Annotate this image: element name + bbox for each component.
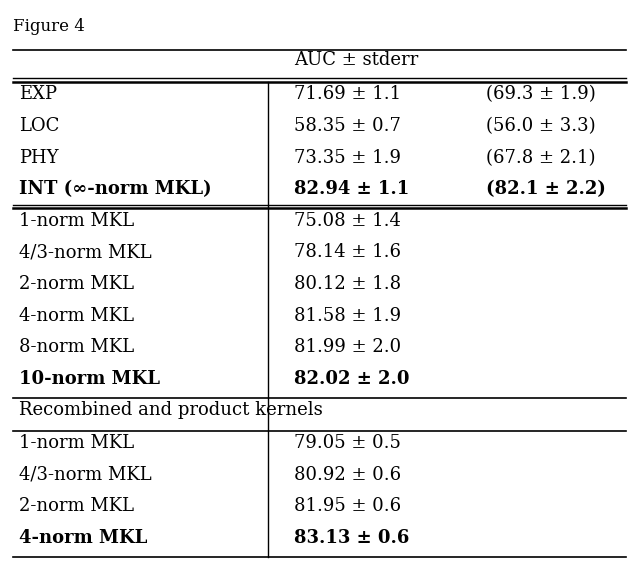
- Text: LOC: LOC: [19, 117, 60, 135]
- Text: 80.92 ± 0.6: 80.92 ± 0.6: [294, 466, 401, 484]
- Text: 73.35 ± 1.9: 73.35 ± 1.9: [294, 149, 401, 167]
- Text: 2-norm MKL: 2-norm MKL: [19, 275, 134, 293]
- Text: EXP: EXP: [19, 85, 57, 104]
- Text: 71.69 ± 1.1: 71.69 ± 1.1: [294, 85, 401, 104]
- Text: Figure 4: Figure 4: [13, 18, 84, 35]
- Text: (67.8 ± 2.1): (67.8 ± 2.1): [486, 149, 595, 167]
- Text: 4-norm MKL: 4-norm MKL: [19, 307, 134, 325]
- Text: PHY: PHY: [19, 149, 59, 167]
- Text: 1-norm MKL: 1-norm MKL: [19, 434, 134, 452]
- Text: (69.3 ± 1.9): (69.3 ± 1.9): [486, 85, 595, 104]
- Text: 79.05 ± 0.5: 79.05 ± 0.5: [294, 434, 401, 452]
- Text: 8-norm MKL: 8-norm MKL: [19, 338, 134, 356]
- Text: (56.0 ± 3.3): (56.0 ± 3.3): [486, 117, 595, 135]
- Text: 10-norm MKL: 10-norm MKL: [19, 370, 160, 388]
- Text: 83.13 ± 0.6: 83.13 ± 0.6: [294, 529, 410, 547]
- Text: 80.12 ± 1.8: 80.12 ± 1.8: [294, 275, 401, 293]
- Text: 2-norm MKL: 2-norm MKL: [19, 497, 134, 515]
- Text: 1-norm MKL: 1-norm MKL: [19, 212, 134, 230]
- Text: AUC ± stderr: AUC ± stderr: [294, 51, 419, 70]
- Text: Recombined and product kernels: Recombined and product kernels: [19, 401, 323, 419]
- Text: 78.14 ± 1.6: 78.14 ± 1.6: [294, 243, 401, 261]
- Text: 81.99 ± 2.0: 81.99 ± 2.0: [294, 338, 401, 356]
- Text: (82.1 ± 2.2): (82.1 ± 2.2): [486, 180, 605, 198]
- Text: 82.02 ± 2.0: 82.02 ± 2.0: [294, 370, 410, 388]
- Text: 81.58 ± 1.9: 81.58 ± 1.9: [294, 307, 401, 325]
- Text: 81.95 ± 0.6: 81.95 ± 0.6: [294, 497, 401, 515]
- Text: 75.08 ± 1.4: 75.08 ± 1.4: [294, 212, 401, 230]
- Text: 4/3-norm MKL: 4/3-norm MKL: [19, 243, 152, 261]
- Text: INT (∞-norm MKL): INT (∞-norm MKL): [19, 180, 212, 198]
- Text: 82.94 ± 1.1: 82.94 ± 1.1: [294, 180, 409, 198]
- Text: 4/3-norm MKL: 4/3-norm MKL: [19, 466, 152, 484]
- Text: 4-norm MKL: 4-norm MKL: [19, 529, 148, 547]
- Text: 58.35 ± 0.7: 58.35 ± 0.7: [294, 117, 401, 135]
